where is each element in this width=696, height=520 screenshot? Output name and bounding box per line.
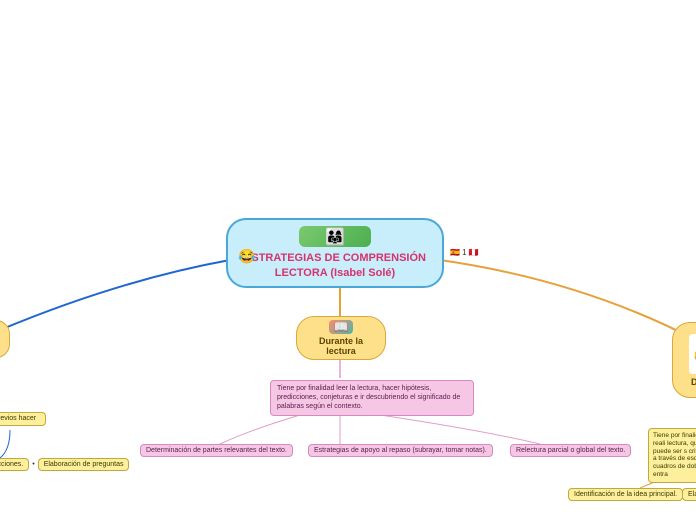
emoji-laugh-icon: 😂 [238,248,255,265]
despues-leaf-2[interactable]: Elabora [682,488,696,501]
durante-description: Tiene por finalidad leer la lectura, hac… [270,380,474,416]
despues-title: Desp [691,377,696,387]
antes-leaf-1[interactable]: icciones. [0,458,29,471]
durante-node[interactable]: 📖 Durante la lectura [296,316,386,360]
durante-leaf-2[interactable]: Estrategias de apoyo al repaso (subrayar… [308,444,493,457]
durante-leaf-3[interactable]: Relectura parcial o global del texto. [510,444,631,457]
despues-node[interactable]: ✍️ Desp [672,322,696,398]
central-image: 👨‍👩‍👧 [299,226,371,247]
despues-description: Tiene por finalidad reali lectura, que p… [648,428,696,483]
central-node[interactable]: 😂 👨‍👩‍👧 ESTRATEGIAS DE COMPRENSIÓN LECTO… [226,218,444,288]
central-title: ESTRATEGIAS DE COMPRENSIÓN LECTORA (Isab… [238,251,432,280]
bullet-icon: • [32,461,34,468]
durante-leaf-1[interactable]: Determinación de partes relevantes del t… [140,444,293,457]
flag-indicator: 🇪🇸 1 🇵🇪 [450,248,479,257]
antes-description: revios hacer [0,412,46,426]
despues-image: ✍️ [689,334,696,374]
antes-leaf-2[interactable]: Elaboración de preguntas [38,458,130,471]
antes-node[interactable] [0,320,10,358]
durante-title: Durante la lectura [307,336,375,356]
durante-image: 📖 [329,320,353,334]
despues-leaf-1[interactable]: Identificación de la idea principal. [568,488,683,501]
